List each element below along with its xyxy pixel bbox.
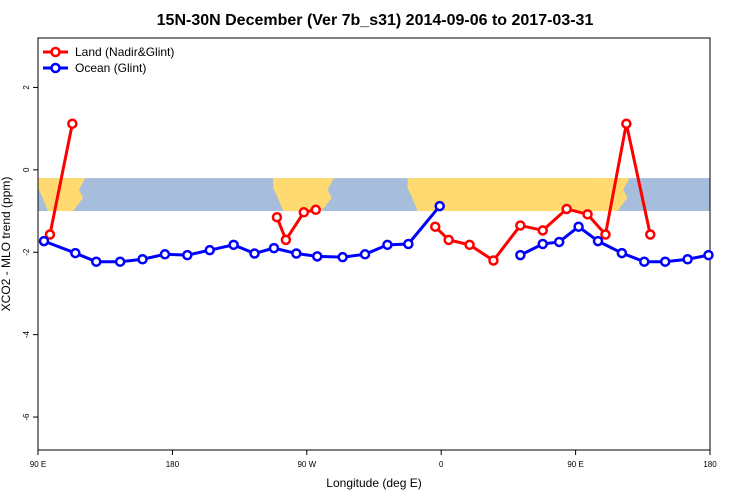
- data-point: [268, 242, 280, 254]
- data-point: [537, 225, 548, 236]
- legend-ocean-marker: [50, 62, 61, 74]
- y-tick-label: -2: [22, 248, 31, 256]
- data-point: [70, 247, 81, 259]
- x-axis-label: Longitude (deg E): [326, 476, 421, 490]
- x-tick-label: 90 E: [30, 460, 46, 469]
- data-point: [682, 253, 693, 265]
- series-ocean: [38, 200, 714, 267]
- data-point: [703, 249, 714, 261]
- data-point: [592, 235, 604, 247]
- data-point: [621, 118, 632, 129]
- data-point: [312, 251, 323, 262]
- y-tick-label: 0: [22, 167, 31, 172]
- data-point: [515, 249, 526, 261]
- data-point: [38, 235, 50, 247]
- series-layer: [38, 118, 714, 267]
- data-point: [298, 207, 310, 218]
- data-point: [280, 234, 292, 246]
- map-land-africa-asia: [407, 178, 630, 212]
- y-axis-label: XCO2 - MLO trend (ppm): [0, 177, 13, 312]
- y-axis: 2 0 -2 -4 -6: [22, 85, 38, 421]
- x-tick-label: 90 E: [567, 460, 583, 469]
- data-point: [204, 244, 215, 256]
- legend-land-label: Land (Nadir&Glint): [75, 45, 174, 59]
- legend-land-marker: [50, 46, 61, 58]
- map-land-north-america: [273, 178, 334, 212]
- data-point: [600, 229, 611, 240]
- series-line: [275, 208, 317, 242]
- data-point: [429, 221, 441, 232]
- map-land-asia-west: [38, 178, 86, 212]
- data-point: [182, 249, 193, 261]
- series-land: [44, 118, 656, 266]
- data-point: [464, 239, 475, 251]
- legend-ocean-label: Ocean (Glint): [75, 61, 146, 75]
- data-point: [249, 248, 260, 259]
- data-point: [137, 253, 148, 265]
- data-point: [645, 229, 656, 240]
- data-point: [337, 251, 348, 263]
- data-point: [434, 200, 445, 212]
- x-axis: 90 E 180 90 W 0 90 E 180: [30, 450, 717, 469]
- series-line: [48, 123, 74, 235]
- data-point: [359, 249, 371, 260]
- data-point: [561, 203, 572, 215]
- data-point: [291, 248, 302, 259]
- x-tick-label: 180: [703, 460, 717, 469]
- series-line: [43, 205, 441, 264]
- plot-frame: [37, 37, 711, 451]
- data-point: [659, 256, 671, 267]
- x-tick-label: 90 W: [297, 460, 316, 469]
- data-point: [159, 249, 171, 260]
- data-point: [382, 239, 393, 251]
- x-tick-label: 180: [166, 460, 180, 469]
- x-tick-label: 0: [439, 460, 444, 469]
- data-point: [582, 209, 593, 220]
- data-point: [616, 247, 628, 259]
- data-point: [488, 255, 499, 266]
- data-point: [44, 229, 56, 240]
- data-point: [90, 256, 102, 267]
- data-point: [310, 204, 322, 216]
- data-point: [228, 239, 239, 251]
- data-point: [537, 238, 548, 250]
- data-point: [515, 220, 526, 231]
- data-point: [573, 221, 584, 232]
- y-tick-label: -6: [22, 413, 31, 421]
- series-line: [519, 225, 709, 264]
- data-point: [403, 238, 414, 250]
- data-point: [271, 211, 283, 223]
- data-point: [553, 236, 565, 248]
- background-map: [38, 178, 710, 212]
- y-tick-label: 2: [22, 85, 31, 90]
- y-tick-label: -4: [22, 331, 31, 339]
- chart-title: 15N-30N December (Ver 7b_s31) 2014-09-06…: [157, 12, 594, 29]
- legend: Land (Nadir&Glint) Ocean (Glint): [43, 45, 174, 75]
- data-point: [443, 234, 454, 246]
- data-point: [67, 118, 78, 129]
- data-point: [114, 256, 126, 267]
- data-point: [639, 256, 650, 267]
